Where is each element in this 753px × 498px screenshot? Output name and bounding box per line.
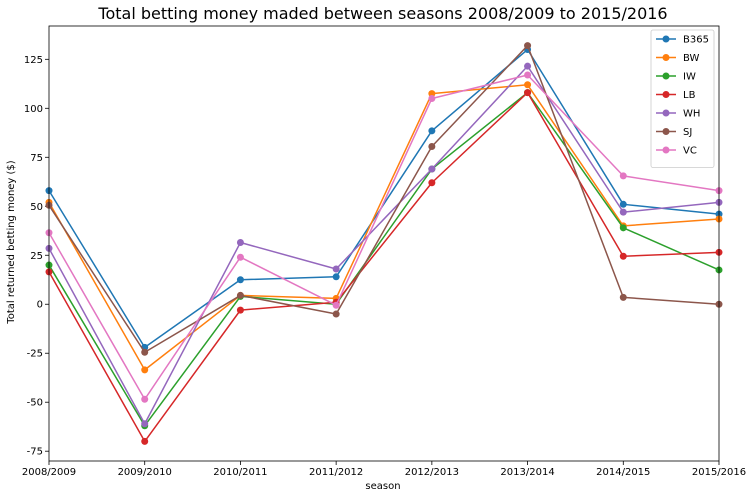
data-point [332, 301, 340, 309]
series-line [48, 65, 720, 425]
y-tick-label: -25 [27, 349, 43, 360]
legend-swatch-marker [662, 54, 670, 61]
series-line [48, 48, 720, 349]
legend-label: BW [683, 53, 700, 64]
data-point [524, 81, 532, 89]
x-tick-label: 2009/2010 [118, 467, 172, 478]
data-point [428, 143, 436, 151]
x-tick-label: 2010/2011 [213, 467, 267, 478]
x-tick-label: 2015/2016 [692, 467, 746, 478]
x-tick-label: 2011/2012 [309, 467, 363, 478]
data-point [141, 437, 149, 445]
data-point [524, 42, 532, 50]
data-point [524, 89, 532, 97]
data-point [619, 200, 627, 208]
data-point [141, 366, 149, 374]
y-tick-label: 125 [24, 55, 43, 66]
series-sj [45, 42, 723, 356]
data-point [141, 348, 149, 356]
y-tick-label: 75 [30, 153, 43, 164]
x-tick-label: 2008/2009 [22, 467, 76, 478]
legend-swatch-marker [662, 146, 670, 154]
data-point [236, 239, 244, 247]
data-point [428, 95, 436, 102]
data-point [236, 276, 244, 284]
x-tick-label: 2014/2015 [596, 467, 650, 478]
series-line [48, 44, 720, 353]
series-line [48, 91, 720, 443]
data-point [619, 224, 627, 232]
data-point [236, 291, 244, 299]
y-tick-label: 100 [24, 104, 43, 115]
y-tick-label: 25 [30, 251, 43, 262]
data-point [141, 420, 149, 428]
legend-swatch-marker [662, 72, 670, 80]
legend-label: SJ [683, 127, 692, 138]
series-iw [45, 89, 723, 430]
data-point [619, 172, 627, 180]
series-line [48, 84, 720, 371]
data-point [236, 253, 244, 261]
x-axis-label: season [365, 481, 400, 492]
series-vc [45, 71, 723, 403]
data-point [428, 165, 436, 173]
data-point [428, 179, 436, 187]
data-point [524, 71, 532, 79]
series-line [48, 91, 720, 427]
y-axis-label: Total returned betting money ($) [6, 160, 17, 324]
data-point [428, 90, 436, 98]
chart-title: Total betting money maded between season… [97, 4, 667, 23]
legend-swatch-marker [662, 91, 670, 98]
legend-label: IW [683, 72, 696, 83]
legend-label: B365 [683, 35, 709, 46]
data-point [236, 306, 244, 314]
series-line [48, 74, 720, 401]
legend-label: LB [683, 90, 696, 101]
data-point [428, 127, 436, 135]
legend-swatch-marker [662, 109, 670, 117]
series-b365 [45, 46, 723, 351]
x-tick-label: 2012/2013 [405, 467, 459, 478]
data-point [141, 395, 149, 403]
data-point [332, 310, 340, 318]
series-lb [45, 89, 723, 445]
y-tick-label: -50 [27, 398, 43, 409]
y-tick-label: 0 [37, 300, 43, 311]
legend-swatch-marker [662, 128, 670, 135]
data-point [332, 273, 340, 281]
plot-area: -75 -50 -25 0 25 50 75 100 125 2008/2009 2009/2010… [22, 25, 746, 478]
data-point [619, 208, 627, 216]
data-point [619, 293, 627, 301]
legend-swatch-marker [662, 35, 670, 43]
data-point [619, 252, 627, 260]
series-wh [45, 62, 723, 428]
data-point [332, 265, 340, 273]
legend: B365 BW IW LB WH SJ VC [650, 29, 715, 168]
plot-frame [48, 25, 720, 462]
x-tick-label: 2013/2014 [500, 467, 554, 478]
data-point [524, 62, 532, 70]
y-tick-label: -75 [27, 447, 43, 458]
legend-label: VC [683, 146, 697, 157]
y-tick-label: 50 [30, 202, 43, 213]
legend-label: WH [683, 109, 700, 120]
